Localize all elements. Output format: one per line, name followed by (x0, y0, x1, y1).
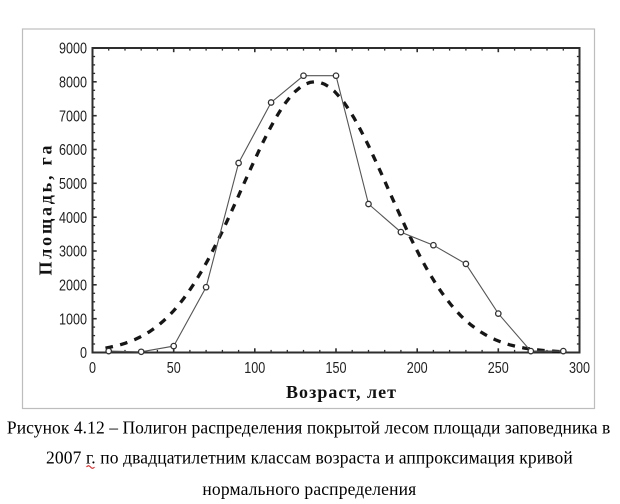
svg-text:5000: 5000 (59, 176, 87, 193)
svg-text:8000: 8000 (59, 74, 87, 91)
svg-text:4000: 4000 (59, 210, 87, 227)
svg-text:6000: 6000 (59, 142, 87, 159)
svg-text:50: 50 (167, 360, 181, 377)
svg-text:7000: 7000 (59, 108, 87, 125)
svg-text:2000: 2000 (59, 277, 87, 294)
svg-text:0: 0 (89, 360, 96, 377)
svg-text:Возраст, лет: Возраст, лет (286, 382, 396, 402)
svg-text:1000: 1000 (59, 311, 87, 328)
svg-text:250: 250 (488, 360, 509, 377)
svg-text:150: 150 (326, 360, 347, 377)
svg-text:нормального распределения: нормального распределения (202, 479, 416, 499)
svg-text:2007 г. по двадцатилетним клас: 2007 г. по двадцатилетним классам возрас… (46, 448, 573, 468)
svg-text:Площадь, га: Площадь, га (36, 146, 56, 276)
svg-text:9000: 9000 (59, 41, 87, 58)
svg-text:3000: 3000 (59, 244, 87, 261)
svg-text:200: 200 (407, 360, 428, 377)
svg-text:Рисунок 4.12 – Полигон распред: Рисунок 4.12 – Полигон распределения пок… (7, 418, 610, 438)
svg-text:300: 300 (569, 360, 590, 377)
svg-text:0: 0 (80, 345, 87, 362)
svg-text:100: 100 (244, 360, 265, 377)
